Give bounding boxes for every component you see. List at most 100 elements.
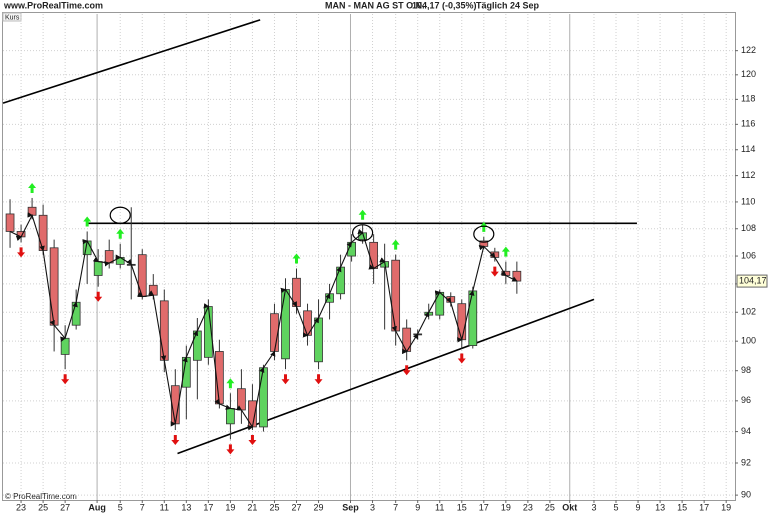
quote: 104,17 (-0,35%) bbox=[412, 0, 477, 10]
y-tick-label: 96 bbox=[741, 395, 751, 405]
sell-signal bbox=[490, 266, 499, 277]
candle-body bbox=[148, 284, 158, 296]
x-tick-label: Okt bbox=[562, 502, 577, 512]
y-tick-label: 110 bbox=[741, 196, 755, 206]
x-tick-label: 19 bbox=[721, 502, 731, 512]
candle-body bbox=[137, 254, 147, 297]
x-tick-label: Aug bbox=[88, 502, 106, 512]
candle-body bbox=[71, 301, 81, 326]
buy-signal bbox=[226, 378, 235, 389]
last-price-box bbox=[736, 274, 768, 288]
sell-signal bbox=[248, 435, 257, 446]
x-tick-label: 29 bbox=[314, 502, 324, 512]
x-tick-label: 19 bbox=[225, 502, 235, 512]
candle-body bbox=[60, 337, 70, 355]
x-tick-label: 17 bbox=[699, 502, 709, 512]
x-tick-label: 11 bbox=[435, 502, 444, 512]
candle-body bbox=[281, 289, 290, 360]
x-tick-label: 15 bbox=[677, 502, 687, 512]
x-tick-label: 27 bbox=[291, 502, 301, 512]
sell-signal bbox=[171, 435, 180, 446]
candle-body bbox=[270, 313, 279, 352]
sell-signal bbox=[402, 365, 411, 376]
period: Täglich 24 Sep bbox=[476, 0, 540, 10]
footer: © ProRealTime.com bbox=[5, 492, 77, 501]
x-tick-label: 7 bbox=[393, 502, 398, 512]
highlight-circle bbox=[109, 206, 131, 224]
candle-body bbox=[435, 291, 445, 316]
candle-body bbox=[192, 330, 202, 361]
y-tick-label: 116 bbox=[741, 119, 755, 129]
x-tick-label: 23 bbox=[16, 502, 26, 512]
y-tick-label: 118 bbox=[741, 94, 755, 104]
x-tick-label: 25 bbox=[269, 502, 279, 512]
sell-signal bbox=[281, 374, 290, 385]
highlight-circle bbox=[473, 225, 495, 243]
y-tick-label: 94 bbox=[741, 426, 751, 436]
x-tick-label: 5 bbox=[118, 502, 123, 512]
sell-signal bbox=[17, 247, 26, 258]
y-tick-label: 112 bbox=[741, 170, 755, 180]
candle-body bbox=[457, 303, 467, 341]
x-tick-label: 25 bbox=[38, 502, 48, 512]
buy-signal bbox=[358, 209, 367, 220]
buy-signal bbox=[501, 246, 510, 257]
x-tick-label: 9 bbox=[636, 502, 641, 512]
x-tick-label: 7 bbox=[140, 502, 145, 512]
y-tick-label: 92 bbox=[741, 457, 751, 467]
sell-signal bbox=[226, 444, 235, 455]
x-tick-label: 17 bbox=[479, 502, 489, 512]
buy-signal bbox=[116, 228, 125, 239]
candle-body bbox=[38, 214, 48, 251]
y-tick-label: 102 bbox=[741, 307, 756, 317]
x-tick-label: 13 bbox=[181, 502, 191, 512]
candle-body bbox=[5, 213, 15, 232]
buy-signal bbox=[479, 221, 488, 232]
candle-body bbox=[93, 261, 103, 276]
y-tick-label: 98 bbox=[741, 365, 751, 375]
instrument: MAN - MAN AG ST O.N. bbox=[325, 0, 425, 10]
x-tick-label: 11 bbox=[160, 502, 169, 512]
buy-signal bbox=[28, 182, 37, 193]
candle-body bbox=[259, 367, 268, 428]
y-tick-label: 90 bbox=[741, 489, 751, 499]
x-tick-label: 9 bbox=[415, 502, 420, 512]
buy-signal bbox=[391, 239, 400, 250]
candle-body bbox=[159, 300, 169, 361]
x-tick-label: 5 bbox=[614, 502, 619, 512]
y-tick-label: 108 bbox=[741, 223, 756, 233]
x-tick-label: 19 bbox=[501, 502, 511, 512]
candle-body bbox=[237, 388, 246, 411]
candle-body bbox=[369, 241, 378, 269]
sell-signal bbox=[94, 291, 103, 302]
y-tick-label: 122 bbox=[741, 45, 756, 55]
candle-body bbox=[226, 408, 235, 425]
x-tick-label: 15 bbox=[457, 502, 467, 512]
x-tick-label: 3 bbox=[591, 502, 596, 512]
y-tick-label: 120 bbox=[741, 69, 756, 79]
panel-label: Kurs bbox=[5, 14, 20, 21]
candle-body bbox=[391, 259, 401, 332]
highlight-circle bbox=[352, 224, 374, 242]
x-tick-label: 21 bbox=[247, 502, 257, 512]
site-name[interactable]: www.ProRealTime.com bbox=[3, 0, 103, 10]
sell-signal bbox=[61, 374, 70, 385]
candle-body bbox=[468, 290, 478, 346]
y-tick-label: 100 bbox=[741, 336, 756, 346]
sell-signal bbox=[457, 353, 466, 364]
swing-line bbox=[9, 212, 518, 431]
x-tick-label: 13 bbox=[655, 502, 665, 512]
x-tick-label: 27 bbox=[60, 502, 70, 512]
candle-body bbox=[314, 317, 323, 363]
y-tick-label: 114 bbox=[741, 144, 755, 154]
candle-body bbox=[49, 247, 59, 326]
x-tick-label: Sep bbox=[342, 502, 359, 512]
candle-body bbox=[336, 266, 345, 295]
x-tick-label: 17 bbox=[203, 502, 213, 512]
trend-line bbox=[2, 19, 261, 104]
last-price-label: 104,17 bbox=[739, 275, 767, 285]
candle-body bbox=[27, 206, 37, 216]
buy-signal bbox=[83, 216, 92, 227]
